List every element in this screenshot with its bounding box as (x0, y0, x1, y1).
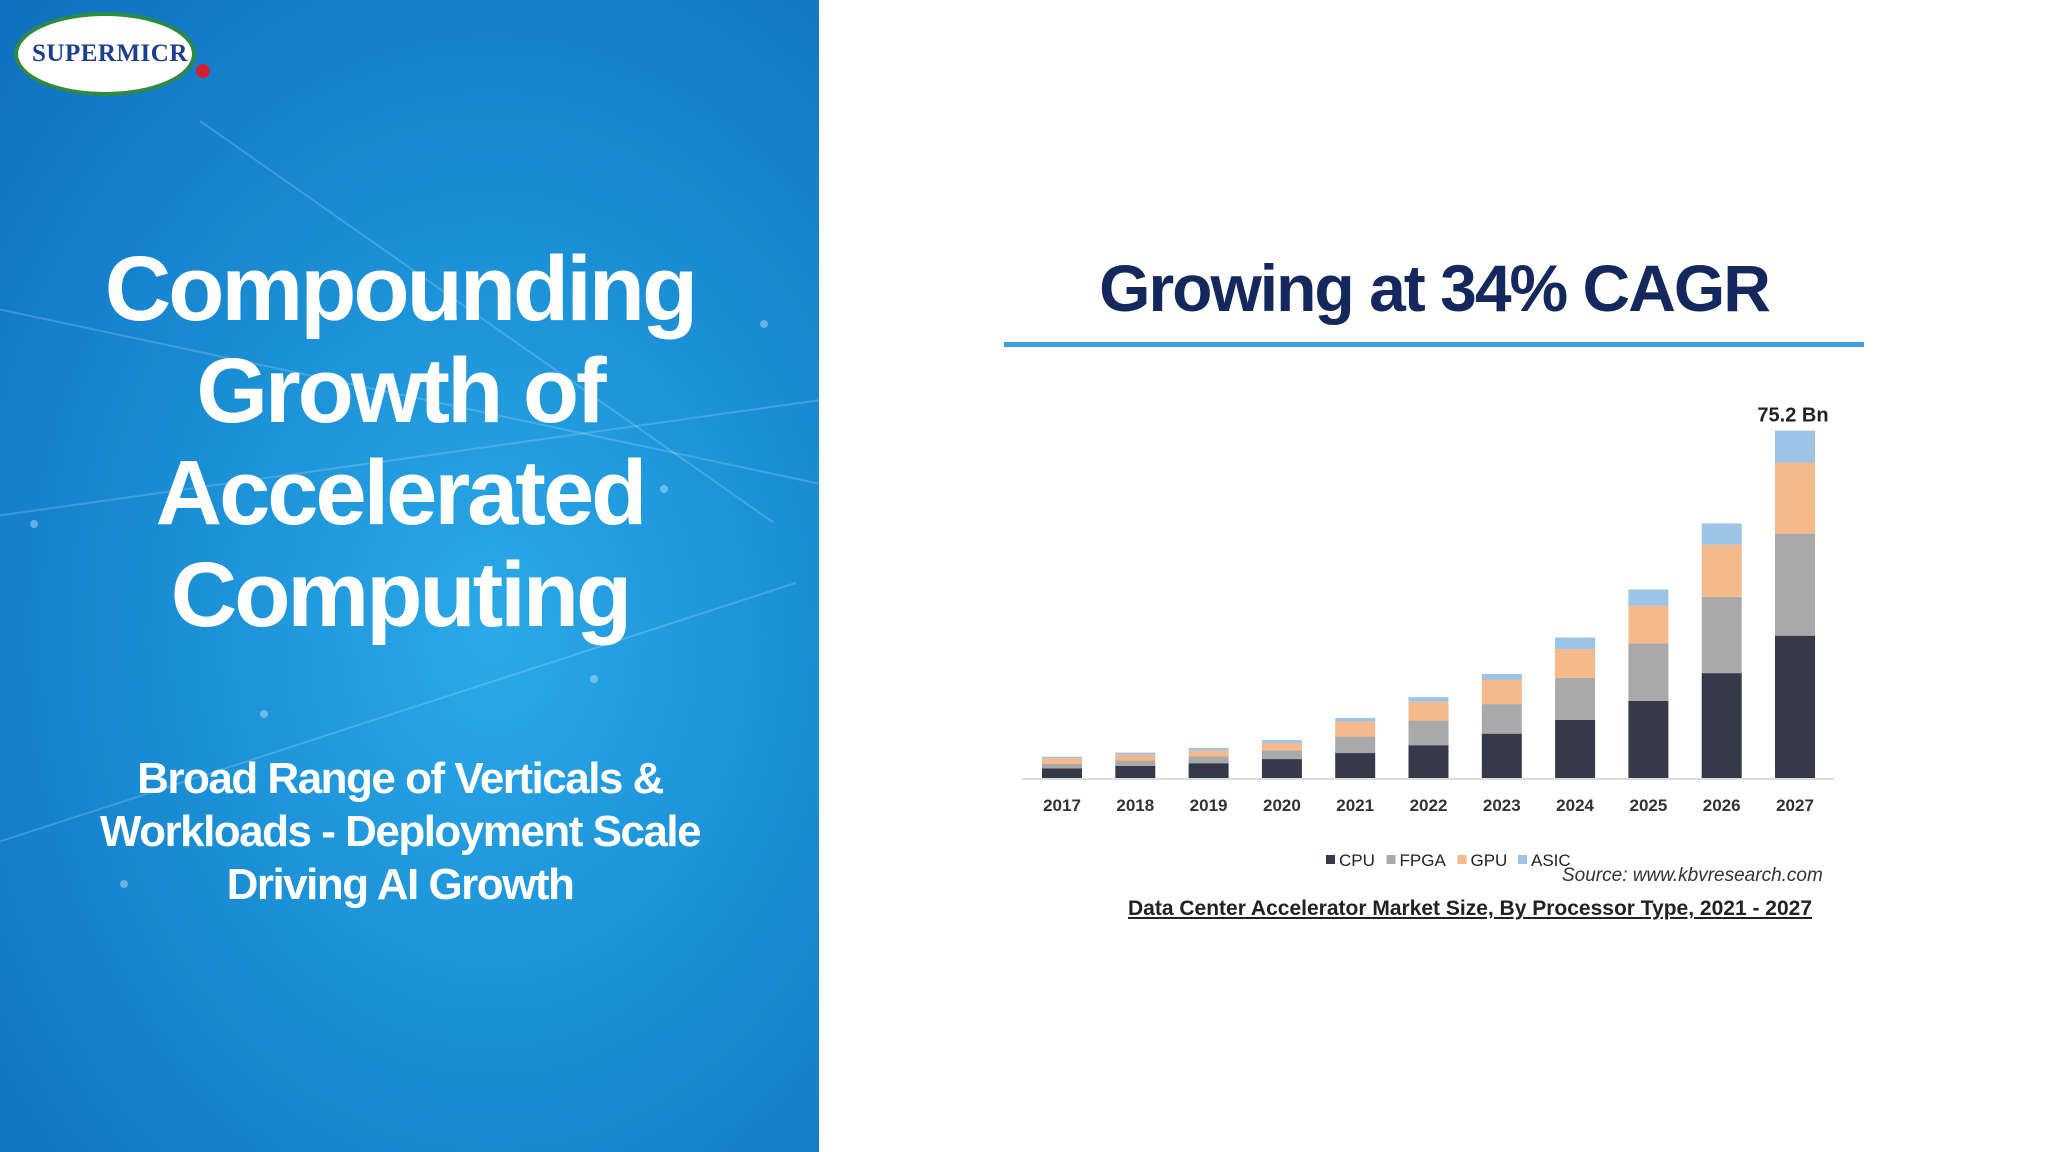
chart-heading: Growing at 34% CAGR (1099, 251, 1771, 325)
bar-segment-gpu (1335, 721, 1376, 737)
legend-swatch-fpga (1386, 855, 1396, 864)
bar-segment-gpu (1408, 701, 1449, 721)
bar-segment-asic (1555, 637, 1596, 650)
x-tick-label: 2025 (1629, 796, 1667, 815)
bar-segment-fpga (1261, 750, 1302, 760)
bar-segment-asic (1188, 747, 1229, 751)
x-tick-label: 2020 (1263, 796, 1301, 815)
legend-label-cpu: CPU (1339, 851, 1375, 870)
bar-segment-asic (1261, 740, 1302, 743)
legend-label-asic: ASIC (1531, 851, 1571, 870)
bar-segment-gpu (1261, 742, 1302, 751)
bar-segment-gpu (1555, 649, 1596, 678)
bar-segment-fpga (1701, 596, 1742, 674)
bar-segment-cpu (1628, 700, 1669, 778)
x-tick-label: 2027 (1776, 796, 1814, 815)
title-line: Accelerated (155, 442, 648, 544)
subtitle-line: Workloads - Deployment Scale (99, 807, 702, 856)
x-tick-label: 2018 (1116, 796, 1154, 815)
bar-segment-gpu (1701, 544, 1742, 597)
bar-segment-gpu (1188, 750, 1229, 757)
total-annotation: 75.2 Bn (1757, 405, 1828, 427)
bar-segment-asic (1042, 756, 1082, 759)
slide-subtitle: Broad Range of Verticals & Workloads - D… (60, 752, 740, 911)
bar-segment-asic (1115, 752, 1156, 755)
bar-segment-fpga (1115, 760, 1156, 766)
legend-label-gpu: GPU (1471, 851, 1508, 870)
bar-segment-asic (1775, 430, 1815, 463)
bar-segment-cpu (1335, 753, 1376, 778)
bar-segment-fpga (1628, 643, 1669, 701)
logo-text: SUPERMICR (32, 40, 188, 67)
bar-segment-gpu (1042, 758, 1082, 764)
logo-red-dot (196, 64, 210, 78)
legend-swatch-gpu (1457, 855, 1467, 864)
x-tick-label: 2026 (1703, 796, 1741, 815)
bar-segment-fpga (1555, 677, 1596, 720)
bar-segment-cpu (1555, 719, 1596, 778)
bar-segment-asic (1628, 589, 1669, 606)
bar-segment-cpu (1775, 635, 1815, 778)
bar-segment-asic (1481, 674, 1522, 681)
bar-segment-cpu (1115, 765, 1156, 778)
bar-segment-cpu (1481, 733, 1522, 778)
bar-segment-fpga (1481, 704, 1522, 734)
supermicro-logo: SUPERMICR (14, 12, 210, 100)
logo-ellipse (14, 12, 196, 96)
slide-title: Compounding Growth of Accelerated Comput… (60, 238, 740, 646)
bar-segment-cpu (1042, 768, 1082, 778)
bar-segment-gpu (1628, 605, 1669, 644)
bar-segment-fpga (1042, 763, 1082, 769)
left-panel: SUPERMICR Compounding Growth of Accelera… (0, 0, 819, 1152)
bar-segment-gpu (1481, 680, 1522, 705)
bar-segment-gpu (1115, 754, 1156, 761)
x-tick-label: 2022 (1410, 796, 1448, 815)
bar-segment-fpga (1188, 756, 1229, 764)
source-text: Source: www.kbvresearch.com (1562, 865, 1823, 886)
x-tick-label: 2023 (1483, 796, 1521, 815)
bar-segment-asic (1335, 717, 1376, 722)
subtitle-line: Broad Range of Verticals & (137, 754, 664, 803)
x-tick-label: 2019 (1190, 796, 1228, 815)
x-tick-label: 2017 (1043, 796, 1081, 815)
chart-caption: Data Center Accelerator Market Size, By … (1128, 897, 1812, 920)
bar-segment-fpga (1775, 533, 1815, 636)
x-tick-label: 2024 (1556, 796, 1594, 815)
x-tick-label: 2021 (1336, 796, 1374, 815)
heading-rule (1004, 342, 1864, 347)
bar-segment-cpu (1701, 673, 1742, 778)
bar-segment-cpu (1261, 759, 1302, 778)
title-line: Computing (170, 544, 632, 646)
bar-segment-gpu (1775, 462, 1815, 534)
bar-segment-asic (1408, 697, 1449, 702)
bar-segment-fpga (1408, 720, 1449, 746)
bar-segment-cpu (1408, 745, 1449, 778)
bar-segment-asic (1701, 523, 1742, 545)
legend-swatch-asic (1518, 855, 1527, 864)
legend-label-fpga: FPGA (1400, 851, 1447, 870)
legend-swatch-cpu (1326, 855, 1335, 864)
bar-segment-fpga (1335, 736, 1376, 754)
title-line: Growth of (196, 340, 606, 442)
stacked-bar-chart: 2017 2018 2019 2020 2021 2022 2023 2024 2025 2026… (1022, 405, 1834, 870)
title-line: Compounding (104, 238, 698, 340)
subtitle-line: Driving AI Growth (226, 860, 575, 909)
bar-segment-cpu (1188, 763, 1229, 778)
